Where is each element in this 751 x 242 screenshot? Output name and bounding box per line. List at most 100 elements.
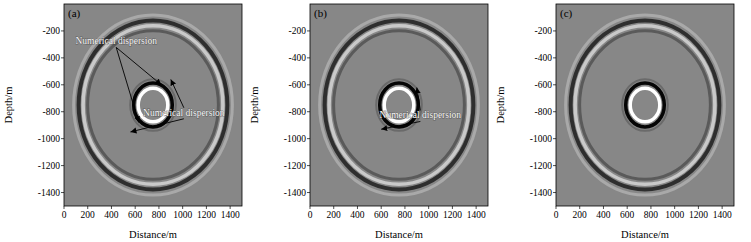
wavefield bbox=[320, 15, 479, 195]
x-tick-label: 0 bbox=[308, 210, 313, 220]
annotation: Numerical dispersion bbox=[143, 108, 225, 118]
plot-frame bbox=[556, 4, 734, 206]
y-tick bbox=[553, 57, 556, 58]
x-tick-label: 400 bbox=[350, 210, 365, 220]
wavefront bbox=[325, 21, 474, 190]
annotation-arrow bbox=[116, 47, 139, 122]
wavefront bbox=[580, 31, 711, 179]
x-tick-label: 0 bbox=[62, 210, 67, 220]
y-tick bbox=[307, 30, 310, 31]
x-axis-label: Distance/m bbox=[621, 229, 669, 240]
wavefront bbox=[622, 79, 668, 131]
x-tick bbox=[650, 206, 651, 209]
x-tick-label: 400 bbox=[104, 210, 119, 220]
x-tick bbox=[182, 206, 183, 209]
wavefront bbox=[626, 83, 665, 127]
wavefront bbox=[566, 15, 725, 195]
wavefront bbox=[74, 15, 233, 195]
annotation: Numerical dispersion bbox=[380, 110, 462, 120]
x-tick-label: 200 bbox=[81, 210, 96, 220]
y-tick-label: -1000 bbox=[530, 134, 552, 144]
x-tick-label: 1400 bbox=[221, 210, 240, 220]
y-tick-label: -200 bbox=[289, 26, 307, 36]
x-tick bbox=[158, 206, 159, 209]
x-tick-label: 800 bbox=[644, 210, 659, 220]
y-tick bbox=[553, 165, 556, 166]
wavefront bbox=[376, 79, 422, 131]
panel: 0200400600800100012001400-200-400-600-80… bbox=[249, 4, 488, 240]
wavefield bbox=[566, 15, 725, 195]
wavefront bbox=[630, 88, 660, 122]
y-axis-label: Depth/m bbox=[495, 87, 506, 124]
x-tick bbox=[64, 206, 65, 209]
wavefront bbox=[571, 21, 720, 190]
x-tick-label: 1000 bbox=[419, 210, 438, 220]
x-tick-label: 1200 bbox=[197, 210, 216, 220]
y-tick-label: -1000 bbox=[38, 134, 60, 144]
annotation-arrow bbox=[171, 79, 184, 107]
panel-label: (c) bbox=[560, 7, 573, 20]
annotation: Numerical dispersion bbox=[75, 36, 157, 46]
x-tick bbox=[206, 206, 207, 209]
plot-background bbox=[64, 4, 242, 206]
y-tick-label: -1400 bbox=[530, 188, 552, 198]
x-tick bbox=[476, 206, 477, 209]
y-tick bbox=[61, 138, 64, 139]
x-tick-label: 1000 bbox=[173, 210, 192, 220]
y-axis-label: Depth/m bbox=[3, 87, 14, 124]
x-tick-label: 200 bbox=[327, 210, 342, 220]
y-tick bbox=[61, 165, 64, 166]
y-tick-label: -800 bbox=[535, 107, 553, 117]
x-tick bbox=[452, 206, 453, 209]
y-tick-label: -1200 bbox=[284, 161, 306, 171]
wavefront bbox=[334, 31, 465, 179]
wavefront bbox=[134, 83, 173, 127]
x-tick bbox=[579, 206, 580, 209]
plot-frame bbox=[64, 4, 242, 206]
plot-background bbox=[556, 4, 734, 206]
y-tick bbox=[307, 138, 310, 139]
y-tick bbox=[61, 57, 64, 58]
x-tick-label: 1200 bbox=[689, 210, 708, 220]
y-tick-label: -1000 bbox=[284, 134, 306, 144]
annotation-arrow bbox=[381, 121, 420, 129]
y-tick bbox=[61, 192, 64, 193]
x-tick-label: 1000 bbox=[665, 210, 684, 220]
x-tick bbox=[627, 206, 628, 209]
x-tick bbox=[333, 206, 334, 209]
x-tick bbox=[603, 206, 604, 209]
y-tick-label: -200 bbox=[535, 26, 553, 36]
wavefront bbox=[575, 26, 715, 185]
x-tick-label: 600 bbox=[128, 210, 143, 220]
x-tick bbox=[111, 206, 112, 209]
x-tick-label: 800 bbox=[152, 210, 167, 220]
x-tick bbox=[230, 206, 231, 209]
y-tick-label: -1400 bbox=[284, 188, 306, 198]
wavefront bbox=[88, 31, 219, 179]
y-tick bbox=[553, 111, 556, 112]
x-tick-label: 800 bbox=[398, 210, 413, 220]
y-tick bbox=[307, 192, 310, 193]
figure: 0 200 400 600 800 1000 1200 1400 -200 -400 -600 -80… bbox=[0, 0, 751, 242]
x-tick-label: 0 bbox=[554, 210, 559, 220]
annotation-arrow bbox=[116, 47, 161, 84]
y-tick bbox=[61, 30, 64, 31]
y-tick-label: -400 bbox=[43, 53, 61, 63]
annotation-arrow bbox=[417, 87, 421, 110]
x-tick bbox=[404, 206, 405, 209]
x-tick bbox=[674, 206, 675, 209]
y-tick bbox=[553, 30, 556, 31]
y-tick bbox=[307, 111, 310, 112]
y-tick-label: -400 bbox=[289, 53, 307, 63]
x-tick-label: 1200 bbox=[443, 210, 462, 220]
x-axis-label: Distance/m bbox=[375, 229, 423, 240]
x-tick bbox=[87, 206, 88, 209]
x-axis-label: Distance/m bbox=[129, 229, 177, 240]
annotation-arrow bbox=[130, 119, 183, 132]
y-tick-label: -600 bbox=[43, 80, 61, 90]
y-tick bbox=[307, 84, 310, 85]
wavefront bbox=[83, 26, 223, 185]
x-tick-label: 200 bbox=[573, 210, 588, 220]
wavefront bbox=[329, 26, 469, 185]
wavefront bbox=[320, 15, 479, 195]
